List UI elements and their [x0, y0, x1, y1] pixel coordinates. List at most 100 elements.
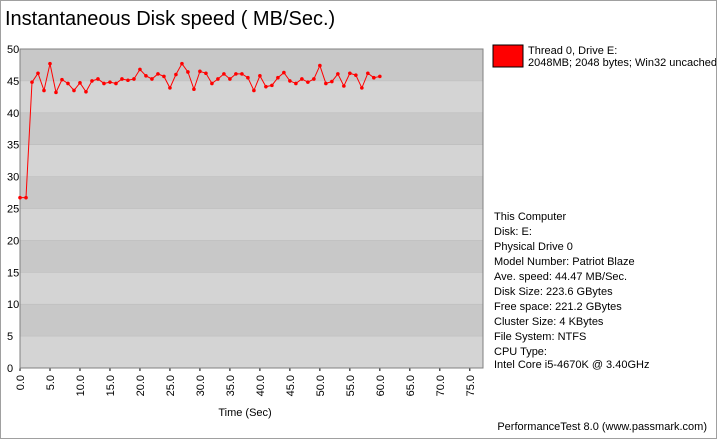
grid-band — [20, 240, 483, 273]
legend-label: Thread 0, Drive E: — [528, 45, 617, 57]
data-point — [66, 81, 70, 86]
data-point — [114, 81, 118, 86]
x-tick-label: 55.0 — [345, 375, 357, 396]
data-point — [204, 71, 208, 76]
y-tick-label: 40 — [7, 108, 19, 120]
data-point — [342, 84, 346, 88]
x-tick-label: 60.0 — [375, 375, 387, 396]
grid-band — [20, 176, 483, 209]
y-tick-label: 5 — [7, 331, 13, 343]
footer: PerformanceTest 8.0 (www.passmark.com) — [497, 421, 707, 433]
info-line: This Computer — [494, 211, 566, 223]
data-point — [378, 74, 382, 79]
y-tick-label: 45 — [7, 76, 19, 88]
data-point — [120, 77, 124, 81]
data-point — [138, 67, 142, 72]
data-point — [258, 73, 262, 78]
data-point — [84, 89, 88, 94]
data-point — [60, 77, 64, 82]
data-point — [348, 71, 352, 76]
data-point — [234, 72, 238, 76]
data-point — [264, 84, 268, 89]
grid-band — [20, 208, 483, 241]
data-point — [168, 86, 172, 90]
data-point — [288, 79, 292, 83]
chart-title: Instantaneous Disk speed ( MB/Sec.) — [5, 8, 335, 30]
x-tick-label: 10.0 — [75, 375, 87, 396]
x-tick-label: 65.0 — [405, 375, 417, 396]
data-point — [198, 69, 202, 74]
x-tick-label: 30.0 — [195, 375, 207, 396]
data-point — [174, 72, 178, 77]
x-tick-label: 50.0 — [315, 375, 327, 396]
data-point — [276, 75, 280, 80]
data-point — [42, 88, 46, 93]
data-point — [180, 61, 184, 66]
data-point — [252, 88, 256, 93]
data-point — [294, 81, 298, 86]
info-line: CPU Type: — [494, 346, 547, 358]
data-point — [228, 77, 232, 81]
data-point — [306, 80, 310, 84]
y-tick-label: 0 — [7, 363, 13, 375]
data-point — [222, 72, 226, 76]
data-point — [186, 70, 190, 74]
legend-swatch — [492, 44, 524, 68]
data-point — [90, 79, 94, 83]
data-point — [96, 77, 100, 81]
x-tick-label: 45.0 — [285, 375, 297, 396]
data-point — [102, 81, 106, 86]
data-point — [318, 63, 322, 68]
data-point — [246, 75, 250, 80]
data-point — [336, 72, 340, 76]
data-point — [216, 77, 220, 81]
data-point — [312, 77, 316, 81]
y-tick-label: 25 — [7, 204, 19, 216]
x-tick-label: 35.0 — [225, 375, 237, 396]
y-tick-label: 15 — [7, 267, 19, 279]
data-point — [30, 80, 34, 84]
data-point — [24, 195, 28, 200]
x-axis-label: Time (Sec) — [218, 407, 271, 419]
y-tick-label: 20 — [7, 235, 19, 247]
data-point — [330, 79, 334, 84]
info-line: Disk: E: — [494, 226, 532, 238]
data-point — [372, 75, 376, 80]
data-point — [18, 195, 22, 200]
legend-detail: 2048MB; 2048 bytes; Win32 uncached — [528, 57, 716, 69]
y-tick-label: 35 — [7, 140, 19, 152]
x-tick-label: 75.0 — [465, 375, 477, 396]
data-point — [156, 72, 160, 76]
grid-band — [20, 112, 483, 145]
info-line: Model Number: Patriot Blaze — [494, 256, 635, 268]
data-point — [54, 90, 58, 95]
data-point — [48, 61, 52, 66]
info-line: Physical Drive 0 — [494, 241, 573, 253]
data-point — [192, 87, 196, 91]
y-tick-label: 50 — [7, 44, 19, 56]
data-point — [162, 74, 166, 79]
info-line: File System: NTFS — [494, 331, 586, 343]
data-point — [78, 81, 82, 85]
data-point — [240, 72, 244, 76]
data-point — [300, 77, 304, 81]
info-line: Ave. speed: 44.47 MB/Sec. — [494, 271, 627, 283]
data-point — [132, 77, 136, 81]
grid-band — [20, 49, 483, 81]
data-point — [324, 81, 328, 86]
data-point — [36, 71, 40, 76]
data-point — [210, 81, 214, 86]
x-tick-label: 20.0 — [135, 375, 147, 396]
x-tick-label: 40.0 — [255, 375, 267, 396]
x-tick-label: 70.0 — [435, 375, 447, 396]
data-point — [126, 78, 130, 83]
data-point — [72, 88, 76, 93]
data-point — [366, 71, 370, 76]
data-point — [144, 73, 148, 78]
y-tick-label: 30 — [7, 172, 19, 184]
data-point — [108, 80, 112, 84]
grid-band — [20, 144, 483, 177]
x-tick-label: 15.0 — [105, 375, 117, 396]
x-tick-label: 5.0 — [45, 375, 57, 390]
